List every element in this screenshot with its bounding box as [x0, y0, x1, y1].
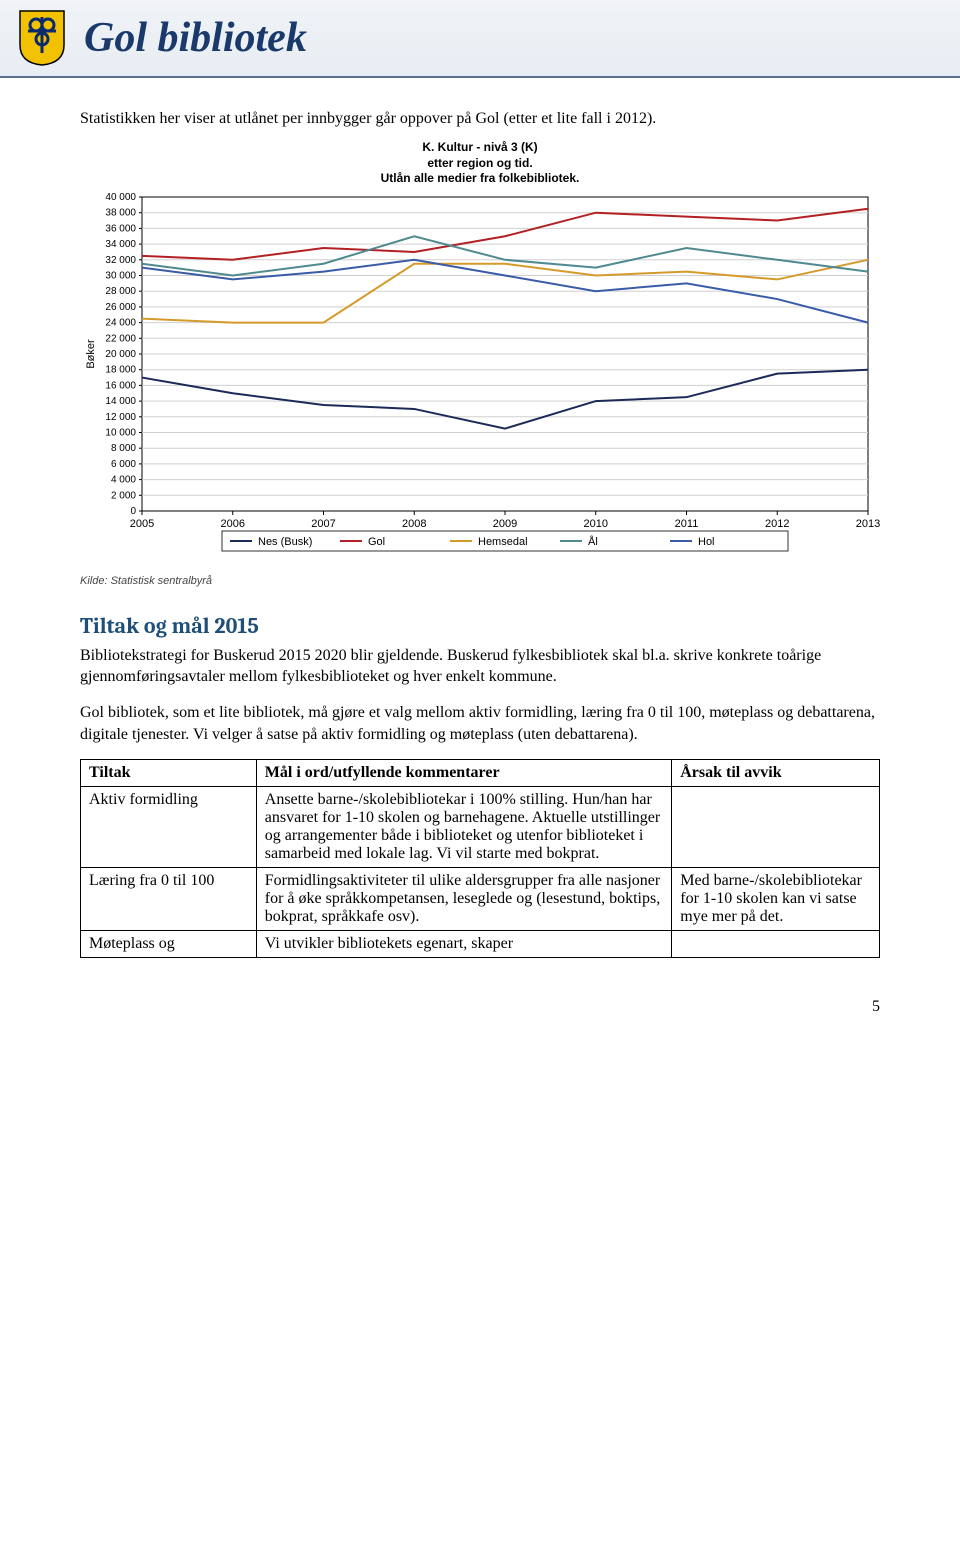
- svg-text:2010: 2010: [584, 518, 608, 530]
- chart-title-line3: Utlån alle medier fra folkebibliotek.: [381, 171, 580, 185]
- svg-text:2013: 2013: [856, 518, 880, 530]
- site-header: Gol bibliotek: [0, 0, 960, 78]
- tiltak-table: Tiltak Mål i ord/utfyllende kommentarer …: [80, 759, 880, 958]
- svg-text:22 000: 22 000: [105, 333, 136, 344]
- svg-text:36 000: 36 000: [105, 223, 136, 234]
- svg-text:Nes (Busk): Nes (Busk): [258, 536, 312, 548]
- svg-text:Ål: Ål: [588, 535, 598, 548]
- svg-text:2006: 2006: [221, 518, 245, 530]
- table-cell: Vi utvikler bibliotekets egenart, skaper: [256, 931, 671, 958]
- svg-text:30 000: 30 000: [105, 270, 136, 281]
- svg-text:8 000: 8 000: [111, 443, 136, 454]
- svg-text:Bøker: Bøker: [85, 339, 97, 369]
- table-cell: [672, 931, 880, 958]
- svg-text:2 000: 2 000: [111, 490, 136, 501]
- table-header-row: Tiltak Mål i ord/utfyllende kommentarer …: [81, 760, 880, 787]
- svg-text:12 000: 12 000: [105, 412, 136, 423]
- table-cell: Ansette barne-/skolebibliotekar i 100% s…: [256, 787, 671, 868]
- col-aarsak: Årsak til avvik: [672, 760, 880, 787]
- svg-text:2005: 2005: [130, 518, 154, 530]
- table-cell: Møteplass og: [81, 931, 257, 958]
- section-p1: Bibliotekstrategi for Buskerud 2015 2020…: [80, 645, 880, 688]
- page-number: 5: [0, 988, 960, 1036]
- chart-container: K. Kultur - nivå 3 (K) etter region og t…: [80, 140, 880, 587]
- logo-block: Gol bibliotek: [18, 9, 307, 67]
- svg-text:4 000: 4 000: [111, 474, 136, 485]
- intro-paragraph: Statistikken her viser at utlånet per in…: [80, 110, 880, 128]
- svg-text:2011: 2011: [675, 518, 699, 530]
- site-title: Gol bibliotek: [84, 14, 307, 62]
- svg-text:Hol: Hol: [698, 536, 715, 548]
- table-cell: Læring fra 0 til 100: [81, 868, 257, 931]
- table-cell: Med barne-/skolebibliotekar for 1-10 sko…: [672, 868, 880, 931]
- svg-text:6 000: 6 000: [111, 459, 136, 470]
- svg-text:18 000: 18 000: [105, 364, 136, 375]
- svg-text:26 000: 26 000: [105, 302, 136, 313]
- table-row: Møteplass ogVi utvikler bibliotekets ege…: [81, 931, 880, 958]
- svg-text:14 000: 14 000: [105, 396, 136, 407]
- svg-text:24 000: 24 000: [105, 317, 136, 328]
- table-row: Læring fra 0 til 100Formidlingsaktivitet…: [81, 868, 880, 931]
- svg-text:2008: 2008: [402, 518, 426, 530]
- svg-text:28 000: 28 000: [105, 286, 136, 297]
- svg-text:0: 0: [130, 506, 136, 517]
- svg-text:34 000: 34 000: [105, 239, 136, 250]
- line-chart: 0 2 000 4 000 6 000 8 000 10 000 12 000 14 000 1…: [80, 191, 880, 571]
- svg-text:16 000: 16 000: [105, 380, 136, 391]
- chart-title-line1: K. Kultur - nivå 3 (K): [422, 140, 537, 154]
- page-body: Statistikken her viser at utlånet per in…: [0, 78, 960, 988]
- col-maal: Mål i ord/utfyllende kommentarer: [256, 760, 671, 787]
- svg-text:32 000: 32 000: [105, 255, 136, 266]
- svg-text:10 000: 10 000: [105, 427, 136, 438]
- table-row: Aktiv formidlingAnsette barne-/skolebibl…: [81, 787, 880, 868]
- table-cell: Aktiv formidling: [81, 787, 257, 868]
- svg-text:2009: 2009: [493, 518, 517, 530]
- chart-source: Kilde: Statistisk sentralbyrå: [80, 575, 880, 587]
- chart-title: K. Kultur - nivå 3 (K) etter region og t…: [80, 140, 880, 187]
- svg-text:20 000: 20 000: [105, 349, 136, 360]
- section-heading: Tiltak og mål 2015: [80, 613, 880, 639]
- table-cell: Formidlingsaktiviteter til ulike aldersg…: [256, 868, 671, 931]
- svg-text:2007: 2007: [311, 518, 335, 530]
- table-cell: [672, 787, 880, 868]
- svg-text:2012: 2012: [765, 518, 789, 530]
- chart-title-line2: etter region og tid.: [427, 156, 532, 170]
- svg-text:38 000: 38 000: [105, 207, 136, 218]
- svg-text:Hemsedal: Hemsedal: [478, 536, 528, 548]
- svg-text:Gol: Gol: [368, 536, 385, 548]
- svg-text:40 000: 40 000: [105, 192, 136, 203]
- section-p2: Gol bibliotek, som et lite bibliotek, må…: [80, 702, 880, 745]
- crest-icon: [18, 9, 66, 67]
- col-tiltak: Tiltak: [81, 760, 257, 787]
